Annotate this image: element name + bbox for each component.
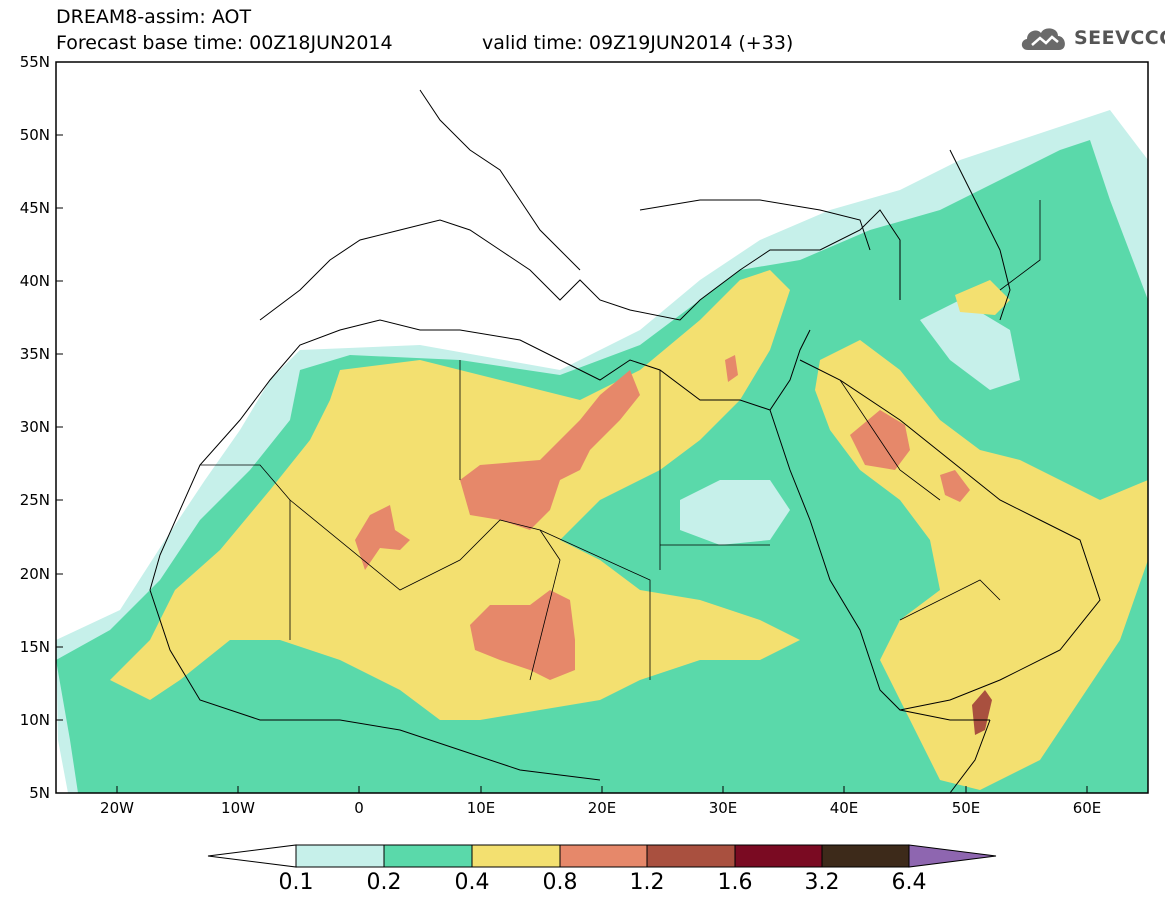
colorbar-label: 0.8 [542, 870, 578, 895]
country-borders [200, 200, 1041, 681]
lon-tick: 30E [709, 786, 738, 817]
aot-field-0.1-patch [920, 300, 1020, 390]
lon-tick: 50E [952, 786, 981, 817]
lon-tick-label: 50E [952, 799, 981, 817]
colorbar [207, 844, 997, 868]
lat-tick-label: 10N [20, 711, 50, 729]
lat-tick: 10N [20, 711, 63, 729]
colorbar-swatch [383, 844, 473, 868]
aot-field-0.8-egypt [725, 355, 738, 382]
lat-tick-label: 5N [29, 784, 50, 802]
lon-axis: 20W 10W 0 10E 20E 30E 40E 50E 60E [100, 786, 1101, 817]
lon-tick-label: 20E [588, 799, 617, 817]
colorbar-label: 3.2 [804, 870, 840, 895]
aot-field-0.4-patch [955, 280, 1010, 315]
colorbar-label: 0.2 [366, 870, 402, 895]
lat-tick-label: 45N [20, 199, 50, 217]
lat-tick-label: 50N [20, 126, 50, 144]
lon-tick: 10E [467, 786, 496, 817]
lon-tick: 20E [588, 786, 617, 817]
lat-tick-label: 55N [20, 53, 50, 71]
lon-tick-label: 60E [1073, 799, 1102, 817]
aot-contour-fields [56, 110, 1148, 793]
colorbar-label: 6.4 [891, 870, 927, 895]
aot-field-0.8-libya [460, 370, 640, 530]
colorbar-label: 1.2 [629, 870, 665, 895]
lon-tick-label: 20W [100, 799, 134, 817]
lat-tick-label: 35N [20, 345, 50, 363]
colorbar-label: 0.4 [454, 870, 490, 895]
lat-tick: 20N [20, 565, 63, 583]
lat-tick-label: 15N [20, 638, 50, 656]
lat-tick-label: 20N [20, 565, 50, 583]
aot-field-0.8-mali [355, 505, 410, 570]
cloud-logo-icon [1021, 28, 1065, 50]
lon-tick-label: 0 [354, 799, 364, 817]
colorbar-arrow-low [207, 844, 297, 868]
lon-tick: 10W [221, 786, 255, 817]
colorbar-arrow-high [908, 844, 997, 868]
aot-field-0.1-patch [680, 480, 790, 545]
lat-tick: 30N [20, 418, 63, 436]
lat-tick-label: 30N [20, 418, 50, 436]
colorbar-swatch [734, 844, 823, 868]
lat-tick: 40N [20, 272, 63, 290]
colorbar-swatch [821, 844, 910, 868]
colorbar-label: 0.1 [278, 870, 314, 895]
colorbar-swatch [646, 844, 736, 868]
lat-tick: 35N [20, 345, 63, 363]
forecast-base-time: Forecast base time: 00Z18JUN2014 [56, 32, 393, 54]
lon-tick: 60E [1073, 786, 1102, 817]
aot-field-0.8-somalia [972, 690, 992, 735]
lat-tick: 50N [20, 126, 63, 144]
colorbar-swatch [471, 844, 561, 868]
colorbar-swatch [295, 844, 385, 868]
lon-tick: 20W [100, 786, 134, 817]
lat-tick: 25N [20, 491, 63, 509]
colorbar-label: 1.6 [717, 870, 753, 895]
lat-tick: 15N [20, 638, 63, 656]
lon-tick: 0 [354, 786, 364, 817]
lat-tick-label: 40N [20, 272, 50, 290]
seevccc-logo: SEEVCCC [1018, 22, 1165, 54]
coastlines [149, 89, 1101, 794]
aot-field-0.8-arabia2 [940, 470, 970, 502]
lon-tick-label: 30E [709, 799, 738, 817]
colorbar-swatch [559, 844, 648, 868]
lon-tick-label: 40E [830, 799, 859, 817]
lon-tick-label: 10E [467, 799, 496, 817]
valid-time: valid time: 09Z19JUN2014 (+33) [482, 32, 794, 54]
lat-tick: 5N [29, 784, 63, 802]
lat-axis: 55N 50N 45N 40N 35N 30N 25N 20N 15N 10N … [20, 53, 63, 802]
lon-tick-label: 10W [221, 799, 255, 817]
logo-text: SEEVCCC [1074, 27, 1165, 49]
chart-title: DREAM8-assim: AOT [56, 6, 252, 28]
lon-tick: 40E [830, 786, 859, 817]
aot-field-0.8-chad [470, 590, 575, 680]
lat-tick: 45N [20, 199, 63, 217]
lat-tick-label: 25N [20, 491, 50, 509]
lat-tick: 55N [20, 53, 63, 71]
